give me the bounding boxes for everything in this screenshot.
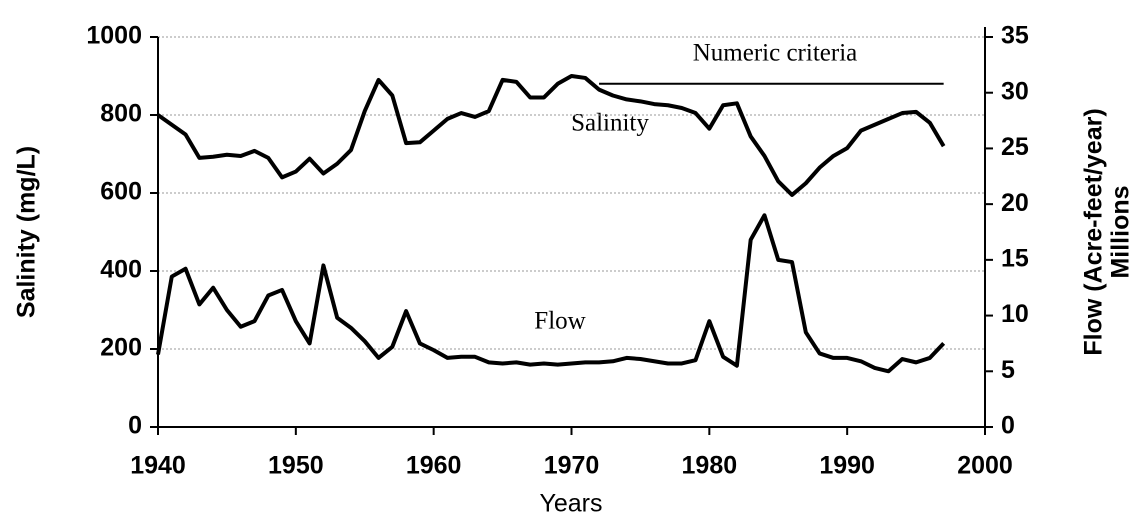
y2-tick-label: 10 [1001,300,1029,328]
x-tick-label: 1990 [819,452,875,480]
series-label: Salinity [571,110,649,137]
x-tick-label: 1950 [268,452,324,480]
x-axis-label: Years [539,490,602,518]
y2-tick-label: 30 [1001,77,1029,105]
y-tick-label: 0 [128,412,142,440]
series-line [156,74,946,197]
y-tick-label: 200 [100,334,142,362]
y2-tick-label: 35 [1001,22,1029,50]
y-tick-label: 400 [100,256,142,284]
y2-tick-label: 15 [1001,244,1029,272]
series-line [156,213,946,374]
x-tick-label: 1970 [544,452,600,480]
x-tick-label: 1980 [682,452,738,480]
x-tick-label: 1940 [130,452,186,480]
y2-axis-label: Flow (Acre-feet/year) [1080,108,1108,355]
series-label: Flow [534,308,585,335]
y2-tick-label: 5 [1001,356,1015,384]
y2-tick-label: 20 [1001,189,1029,217]
y2-axis-label: Millions [1107,185,1135,278]
x-tick-label: 2000 [957,452,1013,480]
criteria-label: Numeric criteria [693,40,858,67]
y2-tick-label: 25 [1001,133,1029,161]
y-tick-label: 800 [100,100,142,128]
y-axis-label: Salinity (mg/L) [13,146,41,318]
y-tick-label: 600 [100,178,142,206]
y-tick-label: 1000 [86,22,142,50]
x-tick-label: 1960 [406,452,462,480]
y2-tick-label: 0 [1001,412,1015,440]
